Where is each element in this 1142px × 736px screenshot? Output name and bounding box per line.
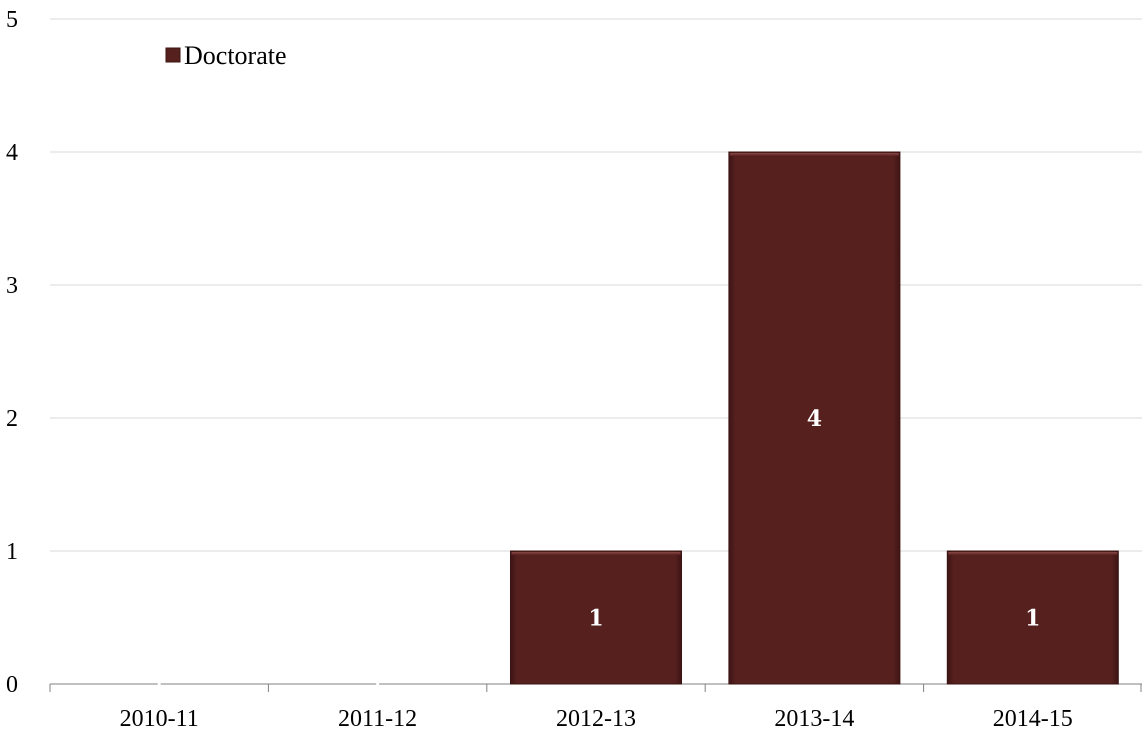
x-tick-label: 2011-12 (338, 706, 417, 732)
x-tick-label: 2013-14 (774, 706, 854, 732)
y-tick-label: 5 (6, 7, 18, 33)
bar-bevel (729, 153, 899, 156)
data-label: 1 (1025, 606, 1040, 632)
legend: Doctorate (165, 41, 287, 70)
legend-label-doctorate: Doctorate (184, 41, 287, 70)
bar-bevel (948, 552, 1118, 555)
y-tick-label: 1 (6, 539, 18, 565)
bar (510, 550, 682, 685)
zero-bar-marker (157, 682, 161, 686)
y-tick-label: 0 (6, 672, 18, 698)
y-tick-label: 3 (6, 273, 18, 299)
bars (157, 151, 1119, 686)
axes: 0 1 2 3 4 5 2010-11 2011-12 2012-13 2013-14 2014-1… (6, 7, 1142, 732)
legend-swatch-doctorate (165, 47, 181, 63)
gridlines (50, 18, 1142, 552)
y-tick-label: 2 (6, 406, 18, 432)
x-tick-label: 2012-13 (556, 706, 636, 732)
bar (946, 550, 1119, 685)
bar (728, 151, 901, 685)
y-tick-label: 4 (6, 140, 18, 166)
zero-bar-marker (376, 682, 380, 686)
data-label: 1 (588, 606, 603, 632)
x-tick-label: 2014-15 (993, 706, 1073, 732)
data-labels: 1 4 1 (588, 406, 1040, 632)
data-label: 4 (807, 406, 822, 432)
bar-bevel (511, 552, 681, 555)
x-tick-label: 2010-11 (120, 706, 199, 732)
